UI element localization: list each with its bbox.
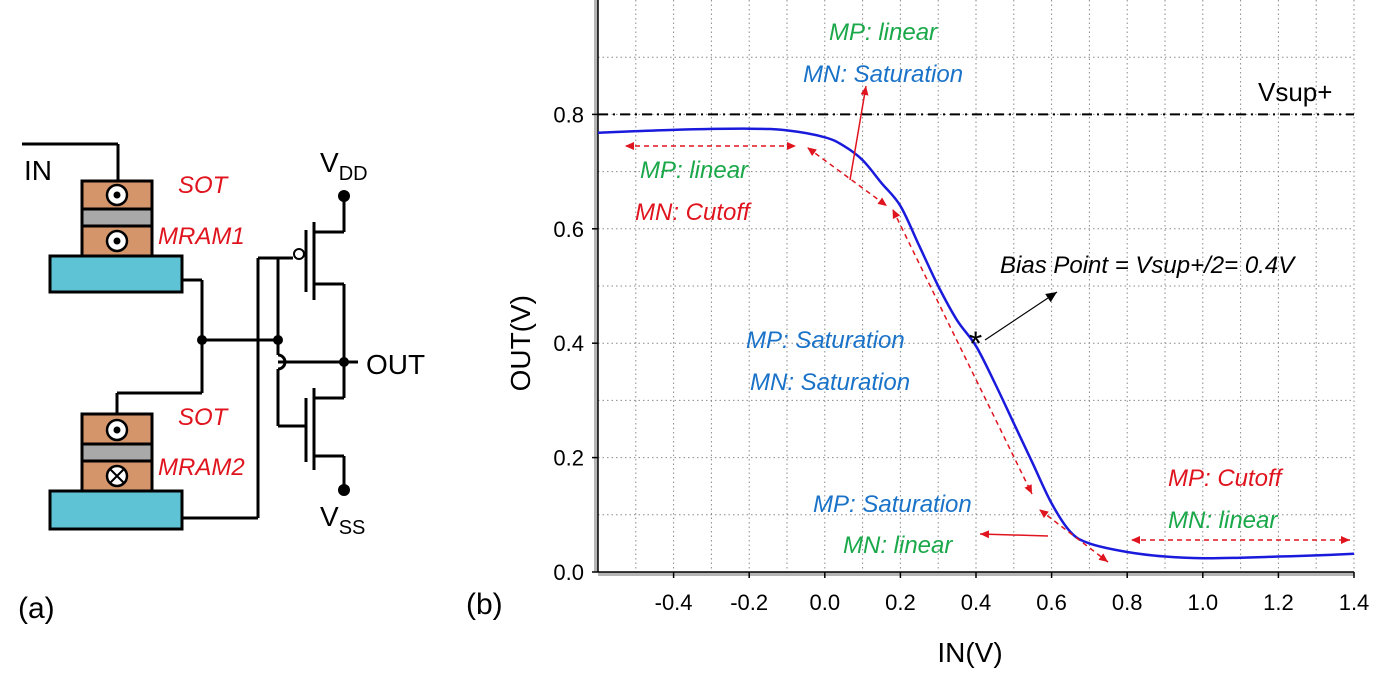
x-tick-label: 0.4 bbox=[961, 590, 992, 615]
vdd-label: VDD bbox=[320, 147, 368, 185]
annot-top-mn: MN: Saturation bbox=[803, 61, 963, 88]
annot-right-mn: MN: linear bbox=[1168, 507, 1278, 534]
x-axis-label: IN(V) bbox=[937, 637, 1002, 668]
x-tick-label: 0.6 bbox=[1036, 590, 1067, 615]
mram1-heavy-metal bbox=[48, 254, 184, 294]
y-axis-bar bbox=[594, 0, 598, 572]
in-label: IN bbox=[24, 155, 52, 186]
annot-bias-point: Bias Point = Vsup+/2= 0.4V bbox=[1000, 252, 1296, 279]
annot-left-mn: MN: Cutoff bbox=[635, 199, 752, 226]
bias-point-marker: * bbox=[969, 325, 982, 363]
circuit-nodes bbox=[197, 190, 350, 496]
mram1-label-line1: SOT bbox=[178, 172, 230, 199]
annotation-arrows bbox=[625, 85, 1350, 563]
y-tick-label: 0.2 bbox=[553, 446, 584, 471]
x-tick-label: 1.4 bbox=[1339, 590, 1370, 615]
panel-b-label: (b) bbox=[466, 588, 503, 621]
circuit-diagram bbox=[22, 142, 358, 531]
annot-mid-mp: MP: Saturation bbox=[746, 327, 905, 354]
annot-low-mp: MP: Saturation bbox=[813, 491, 972, 518]
mram2-label-line1: SOT bbox=[178, 404, 230, 431]
y-tick-label: 0.0 bbox=[553, 560, 584, 585]
x-tick-label: 1.2 bbox=[1263, 590, 1294, 615]
vss-label: VSS bbox=[320, 501, 365, 539]
mram2-label-line2: MRAM2 bbox=[158, 454, 245, 481]
annot-right-mp: MP: Cutoff bbox=[1168, 465, 1284, 492]
y-tick-label: 0.8 bbox=[553, 102, 584, 127]
vtc-chart: -0.4 -0.2 0.0 0.2 0.4 0.6 0.8 1.0 1.2 1.4 0.0 0.2 0.… bbox=[505, 0, 1369, 668]
y-axis-label: OUT(V) bbox=[505, 295, 536, 391]
region-annotations: MP: linear MN: Saturation MP: linear MN:… bbox=[635, 19, 1296, 559]
x-tick-label: -0.4 bbox=[655, 590, 693, 615]
panel-a-label: (a) bbox=[18, 592, 55, 625]
y-tick-label: 0.6 bbox=[553, 217, 584, 242]
annot-mid-mn: MN: Saturation bbox=[750, 369, 910, 396]
pmos-bubble bbox=[293, 248, 305, 260]
x-tick-label: 0.0 bbox=[810, 590, 841, 615]
annot-low-mn: MN: linear bbox=[843, 532, 953, 559]
annot-top-mp: MP: linear bbox=[829, 19, 938, 46]
out-label: OUT bbox=[366, 349, 425, 380]
bias-arrow bbox=[984, 291, 1058, 341]
x-tick-label: 0.8 bbox=[1112, 590, 1143, 615]
x-tick-label: 0.2 bbox=[885, 590, 916, 615]
y-tick-label: 0.4 bbox=[553, 331, 584, 356]
mram2-barrier bbox=[80, 442, 154, 463]
annot-left-mp: MP: linear bbox=[640, 157, 749, 184]
mram1-barrier bbox=[80, 207, 154, 228]
mram1-label-line2: MRAM1 bbox=[158, 223, 245, 250]
x-tick-label: 1.0 bbox=[1188, 590, 1219, 615]
vsup-label: Vsup+ bbox=[1258, 77, 1332, 107]
mram2-heavy-metal bbox=[48, 489, 184, 531]
x-tick-label: -0.2 bbox=[730, 590, 768, 615]
